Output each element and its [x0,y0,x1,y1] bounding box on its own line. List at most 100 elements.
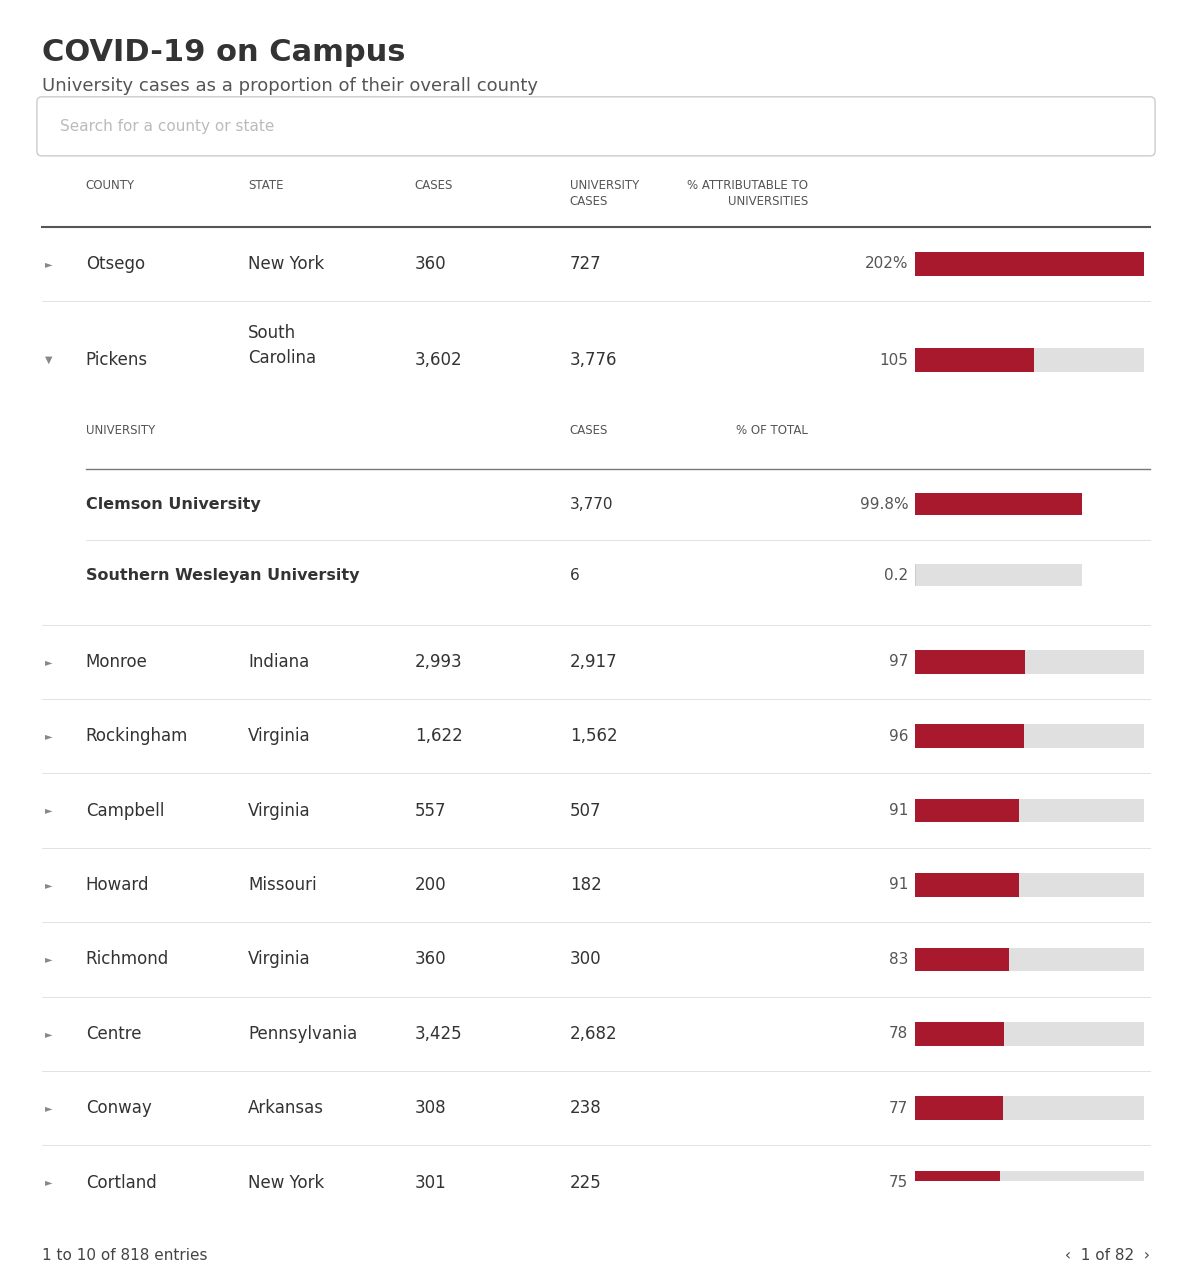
Text: CASES: CASES [570,424,608,437]
Text: 360: 360 [415,951,447,969]
Text: 308: 308 [415,1099,447,1117]
Text: Otsego: Otsego [86,255,145,273]
Bar [915,873,1144,896]
Text: 6: 6 [570,568,579,582]
Bar [915,1171,1000,1194]
Text: 3,425: 3,425 [415,1025,462,1043]
Bar [915,564,1082,586]
Bar [915,1171,1144,1194]
Bar [915,1021,1144,1046]
Text: 2,993: 2,993 [415,653,462,671]
Text: ►: ► [45,805,52,815]
Bar [915,1096,1002,1121]
Text: 301: 301 [415,1173,447,1191]
Text: ►: ► [45,880,52,890]
Text: 2,917: 2,917 [570,653,617,671]
Text: New York: New York [248,255,324,273]
Text: 3,602: 3,602 [415,352,462,370]
Text: University cases as a proportion of their overall county: University cases as a proportion of thei… [42,77,538,95]
Text: Pennsylvania: Pennsylvania [248,1025,358,1043]
Text: Virginia: Virginia [248,728,311,746]
Bar [915,873,1018,896]
Bar [915,348,1144,372]
Text: 182: 182 [570,876,602,894]
Text: UNIVERSITY: UNIVERSITY [86,424,155,437]
Bar [915,948,1144,971]
Text: COUNTY: COUNTY [86,179,135,192]
Text: 3,776: 3,776 [570,352,617,370]
Bar [915,493,1082,515]
Text: South
Carolina: South Carolina [248,325,316,367]
Text: ►: ► [45,1103,52,1113]
Text: Clemson University: Clemson University [86,497,261,511]
Bar [915,650,1025,674]
Text: 105: 105 [880,353,908,367]
Text: 99.8%: 99.8% [859,497,908,511]
Text: CASES: CASES [415,179,453,192]
Text: 75: 75 [889,1175,908,1190]
Text: 3,770: 3,770 [570,497,613,511]
Text: Missouri: Missouri [248,876,317,894]
Text: 202%: 202% [865,256,908,272]
Text: Virginia: Virginia [248,951,311,969]
Text: Campbell: Campbell [86,801,164,819]
Text: ▼: ▼ [45,355,52,365]
Bar [915,724,1144,748]
Text: 557: 557 [415,801,446,819]
Text: Indiana: Indiana [248,653,309,671]
Text: Virginia: Virginia [248,801,311,819]
Text: 200: 200 [415,876,447,894]
Bar [915,799,1018,823]
Text: 91: 91 [889,804,908,818]
Text: New York: New York [248,1173,324,1191]
Text: Richmond: Richmond [86,951,169,969]
Text: 1,562: 1,562 [570,728,617,746]
Text: ►: ► [45,259,52,269]
Bar [915,724,1024,748]
Text: 77: 77 [889,1101,908,1115]
Bar [915,493,1082,515]
Text: ►: ► [45,657,52,667]
Text: COVID-19 on Campus: COVID-19 on Campus [42,37,405,67]
Bar [915,1021,1004,1046]
Bar [915,348,1035,372]
Text: % ATTRIBUTABLE TO
UNIVERSITIES: % ATTRIBUTABLE TO UNIVERSITIES [687,179,808,209]
Text: 727: 727 [570,255,602,273]
FancyBboxPatch shape [37,97,1155,156]
Text: Howard: Howard [86,876,149,894]
Text: 83: 83 [889,952,908,967]
Text: ►: ► [45,954,52,965]
Text: 97: 97 [889,654,908,670]
Text: Conway: Conway [86,1099,151,1117]
Text: ►: ► [45,1029,52,1039]
Bar [915,948,1010,971]
Text: Centre: Centre [86,1025,142,1043]
Bar [915,650,1144,674]
Text: ►: ► [45,732,52,741]
Text: 96: 96 [889,729,908,743]
Bar [915,252,1144,276]
Text: % OF TOTAL: % OF TOTAL [737,424,808,437]
Text: 225: 225 [570,1173,602,1191]
Text: 0.2: 0.2 [884,568,908,582]
Text: 507: 507 [570,801,601,819]
Text: UNIVERSITY
CASES: UNIVERSITY CASES [570,179,639,209]
Text: Southern Wesleyan University: Southern Wesleyan University [86,568,359,582]
Text: 91: 91 [889,877,908,893]
Text: Pickens: Pickens [86,352,148,370]
Text: 360: 360 [415,255,447,273]
Text: 78: 78 [889,1027,908,1041]
Text: Monroe: Monroe [86,653,148,671]
Text: 238: 238 [570,1099,602,1117]
Bar [915,252,1144,276]
Text: Search for a county or state: Search for a county or state [60,118,274,134]
Bar [915,799,1144,823]
Text: 1 to 10 of 818 entries: 1 to 10 of 818 entries [42,1248,207,1262]
Text: Arkansas: Arkansas [248,1099,324,1117]
Text: ‹  1 of 82  ›: ‹ 1 of 82 › [1066,1248,1150,1262]
Text: Rockingham: Rockingham [86,728,188,746]
Text: 1,622: 1,622 [415,728,462,746]
Text: 300: 300 [570,951,602,969]
Bar [915,1096,1144,1121]
Text: ►: ► [45,1177,52,1188]
